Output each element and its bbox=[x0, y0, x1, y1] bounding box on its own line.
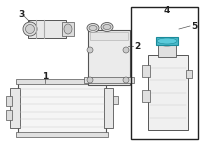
Bar bbox=[16, 79, 108, 84]
Ellipse shape bbox=[23, 22, 37, 36]
Bar bbox=[10, 88, 20, 128]
Ellipse shape bbox=[64, 24, 72, 34]
Bar bbox=[28, 20, 66, 38]
Ellipse shape bbox=[26, 25, 35, 34]
Bar bbox=[142, 90, 150, 102]
Ellipse shape bbox=[87, 24, 99, 32]
Text: 4: 4 bbox=[164, 5, 170, 15]
Bar bbox=[131, 7, 198, 139]
Ellipse shape bbox=[89, 25, 97, 30]
Text: 1: 1 bbox=[42, 71, 48, 81]
Ellipse shape bbox=[103, 25, 111, 30]
Circle shape bbox=[123, 47, 129, 53]
Bar bbox=[142, 65, 150, 77]
Bar bbox=[6, 96, 12, 106]
Bar bbox=[6, 110, 12, 120]
Bar bbox=[62, 22, 74, 36]
Bar bbox=[18, 82, 106, 134]
Circle shape bbox=[123, 77, 129, 83]
Bar bbox=[113, 96, 118, 104]
Bar bbox=[90, 32, 128, 40]
Bar bbox=[158, 43, 176, 57]
Bar bbox=[88, 30, 130, 85]
Circle shape bbox=[87, 77, 93, 83]
Text: 3: 3 bbox=[18, 10, 24, 19]
Bar bbox=[148, 55, 188, 130]
Bar bbox=[84, 77, 134, 83]
Circle shape bbox=[87, 47, 93, 53]
Ellipse shape bbox=[157, 38, 177, 44]
Text: 2: 2 bbox=[134, 41, 140, 51]
Ellipse shape bbox=[101, 22, 113, 31]
Bar bbox=[186, 70, 192, 78]
Text: 5: 5 bbox=[191, 21, 197, 30]
Ellipse shape bbox=[158, 40, 176, 46]
Bar bbox=[104, 88, 113, 128]
Bar bbox=[156, 37, 178, 45]
Bar bbox=[16, 132, 108, 137]
